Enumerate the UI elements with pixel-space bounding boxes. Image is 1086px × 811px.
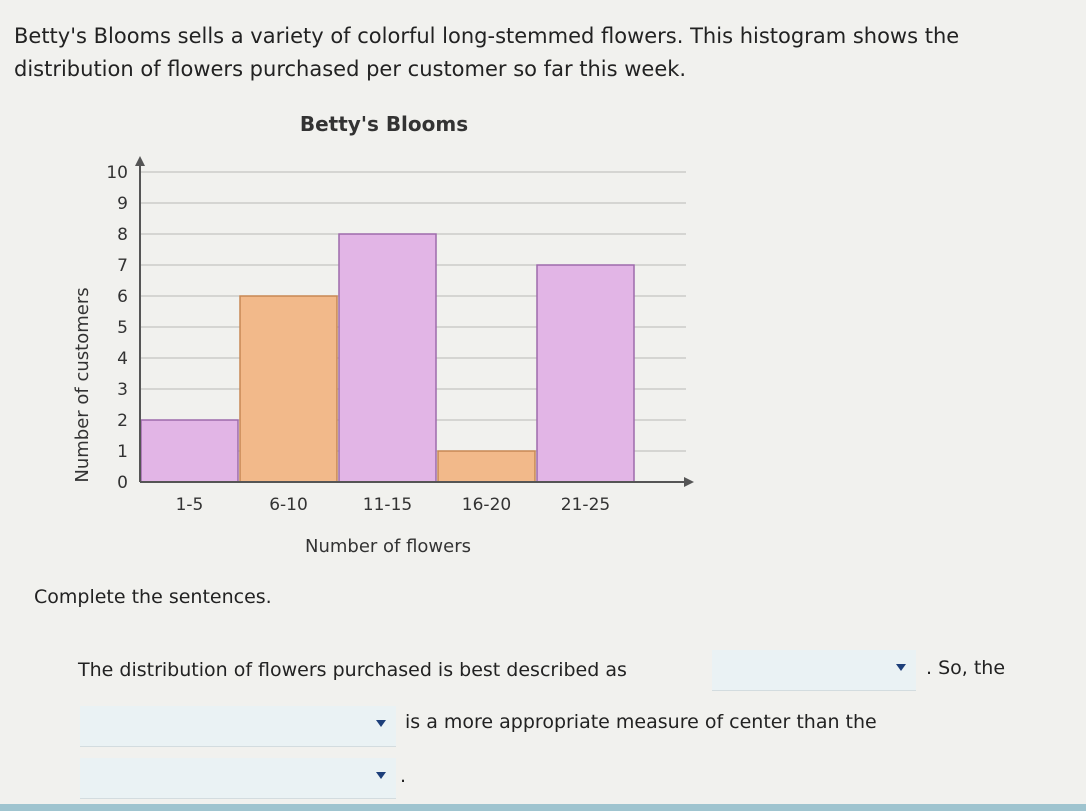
bar-16-20 — [437, 450, 536, 483]
x-tick-label: 6-10 — [269, 495, 308, 515]
sentence-1-start: The distribution of flowers purchased is… — [78, 659, 627, 681]
y-tick-label: 8 — [117, 225, 128, 245]
bar-21-25 — [536, 264, 635, 483]
sentence-2: is a more appropriate measure of center … — [405, 711, 877, 733]
sentence-3-end: . — [400, 765, 407, 787]
y-tick-label: 10 — [106, 163, 128, 183]
y-tick-label: 4 — [117, 349, 128, 369]
chart-title: Betty's Blooms — [300, 112, 468, 136]
chevron-down-icon — [896, 664, 906, 671]
chart-axes — [135, 156, 694, 487]
y-tick-label: 6 — [117, 287, 128, 307]
y-tick-label: 7 — [117, 256, 128, 276]
intro-text: Betty's Blooms sells a variety of colorf… — [14, 24, 960, 81]
bar-11-15 — [338, 233, 437, 483]
chevron-down-icon — [376, 772, 386, 779]
y-tick-labels: 0 1 2 3 4 5 6 7 8 9 10 — [106, 163, 128, 493]
sentence-1-end: . So, the — [926, 657, 1006, 679]
x-axis-label: Number of flowers — [305, 536, 471, 557]
y-tick-label: 5 — [117, 318, 128, 338]
bottom-bar — [0, 804, 1086, 811]
x-tick-labels: 1-5 6-10 11-15 16-20 21-25 — [176, 495, 611, 515]
chevron-down-icon — [376, 720, 386, 727]
y-tick-label: 1 — [117, 442, 128, 462]
x-axis-arrow-icon — [684, 477, 694, 487]
y-axis-label: Number of customers — [72, 287, 93, 482]
other-measure-dropdown[interactable] — [80, 758, 396, 799]
x-tick-label: 11-15 — [363, 495, 412, 515]
x-tick-label: 16-20 — [462, 495, 511, 515]
y-tick-label: 3 — [117, 380, 128, 400]
y-axis-arrow-icon — [135, 156, 145, 166]
x-tick-label: 1-5 — [176, 495, 204, 515]
bar-1-5 — [140, 419, 239, 483]
better-measure-dropdown[interactable] — [80, 706, 396, 747]
histogram-chart: Betty's Blooms 0 1 2 3 4 5 6 7 8 9 10 1-5 6-10 11-15… — [72, 112, 694, 557]
prompt-text: Complete the sentences. — [34, 586, 272, 608]
y-tick-label: 9 — [117, 194, 128, 214]
y-tick-label: 0 — [117, 473, 128, 493]
y-tick-label: 2 — [117, 411, 128, 431]
distribution-shape-dropdown[interactable] — [712, 650, 916, 691]
bar-6-10 — [239, 295, 338, 483]
x-tick-label: 21-25 — [561, 495, 610, 515]
